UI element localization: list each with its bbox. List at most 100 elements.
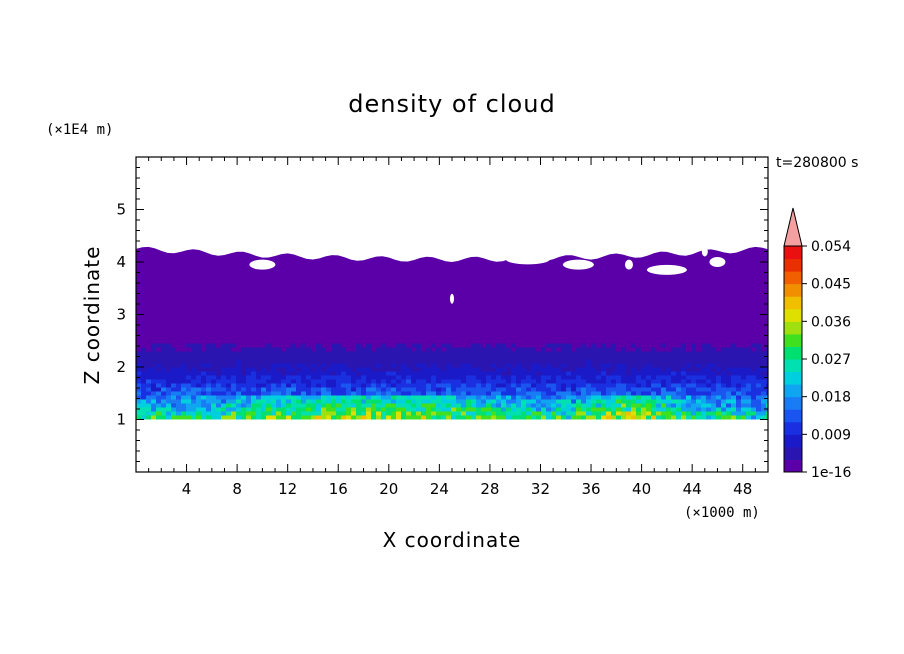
density-cell	[411, 403, 416, 408]
density-cell	[186, 359, 191, 364]
density-cell	[141, 403, 146, 408]
density-cell	[246, 407, 251, 412]
density-cell	[501, 355, 506, 360]
density-cell	[406, 355, 411, 360]
density-cell	[526, 403, 531, 408]
density-cell	[276, 359, 281, 364]
density-cell	[546, 387, 551, 392]
density-cell	[276, 407, 281, 412]
density-cell	[361, 399, 366, 404]
density-cell	[671, 387, 676, 392]
density-cell	[471, 407, 476, 412]
density-cell	[336, 391, 341, 396]
density-cell	[421, 399, 426, 404]
density-cell	[721, 399, 726, 404]
density-cell	[191, 351, 196, 356]
density-cell	[281, 367, 286, 372]
density-cell	[416, 395, 421, 400]
density-cell	[521, 403, 526, 408]
density-cell	[371, 355, 376, 360]
density-cell	[291, 407, 296, 412]
density-cell	[596, 407, 601, 412]
density-cell	[391, 387, 396, 392]
density-cell	[746, 347, 751, 352]
density-cell	[146, 351, 151, 356]
density-cell	[716, 415, 721, 420]
density-cell	[606, 347, 611, 352]
density-cell	[671, 391, 676, 396]
density-cell	[466, 391, 471, 396]
density-cell	[481, 395, 486, 400]
density-cell	[701, 395, 706, 400]
density-cell	[171, 379, 176, 384]
density-cell	[251, 415, 256, 420]
density-cell	[261, 379, 266, 384]
density-cell	[736, 407, 741, 412]
density-cell	[156, 375, 161, 380]
density-cell	[421, 403, 426, 408]
density-cell	[601, 411, 606, 416]
density-cell	[341, 399, 346, 404]
density-cell	[546, 359, 551, 364]
density-cell	[491, 355, 496, 360]
density-cell	[451, 367, 456, 372]
density-cell	[416, 363, 421, 368]
density-cell	[386, 391, 391, 396]
density-cell	[441, 367, 446, 372]
density-cell	[456, 387, 461, 392]
density-cell	[546, 343, 551, 348]
density-cell	[546, 395, 551, 400]
density-cell	[541, 399, 546, 404]
density-cell	[741, 399, 746, 404]
density-cell	[611, 391, 616, 396]
density-cell	[336, 375, 341, 380]
density-cell	[256, 347, 261, 352]
density-cell	[556, 411, 561, 416]
density-cell	[286, 379, 291, 384]
density-cell	[591, 343, 596, 348]
density-cell	[481, 351, 486, 356]
density-cell	[236, 379, 241, 384]
density-cell	[231, 355, 236, 360]
density-cell	[636, 367, 641, 372]
density-cell	[516, 363, 521, 368]
density-cell	[381, 415, 386, 420]
density-cell	[691, 351, 696, 356]
density-cell	[276, 347, 281, 352]
density-cell	[276, 415, 281, 420]
density-cell	[206, 367, 211, 372]
density-cell	[221, 343, 226, 348]
density-cell	[666, 387, 671, 392]
density-cell	[266, 359, 271, 364]
density-cell	[701, 367, 706, 372]
density-cell	[691, 343, 696, 348]
density-cell	[491, 351, 496, 356]
density-cell	[596, 351, 601, 356]
density-cell	[136, 379, 141, 384]
density-cell	[521, 415, 526, 420]
colorbar-swatch	[784, 396, 802, 410]
density-cell	[501, 411, 506, 416]
density-cell	[341, 351, 346, 356]
density-cell	[461, 395, 466, 400]
density-cell	[736, 387, 741, 392]
density-cell	[441, 363, 446, 368]
density-cell	[686, 351, 691, 356]
density-cell	[536, 383, 541, 388]
density-cell	[491, 403, 496, 408]
density-cell	[441, 395, 446, 400]
density-cell	[386, 363, 391, 368]
density-cell	[616, 387, 621, 392]
density-cell	[686, 363, 691, 368]
density-cell	[696, 383, 701, 388]
density-cell	[486, 383, 491, 388]
density-cell	[586, 383, 591, 388]
density-cell	[176, 375, 181, 380]
density-cell	[186, 395, 191, 400]
density-cell	[611, 395, 616, 400]
density-cell	[136, 387, 141, 392]
density-cell	[371, 415, 376, 420]
density-cell	[136, 351, 141, 356]
density-cell	[156, 403, 161, 408]
